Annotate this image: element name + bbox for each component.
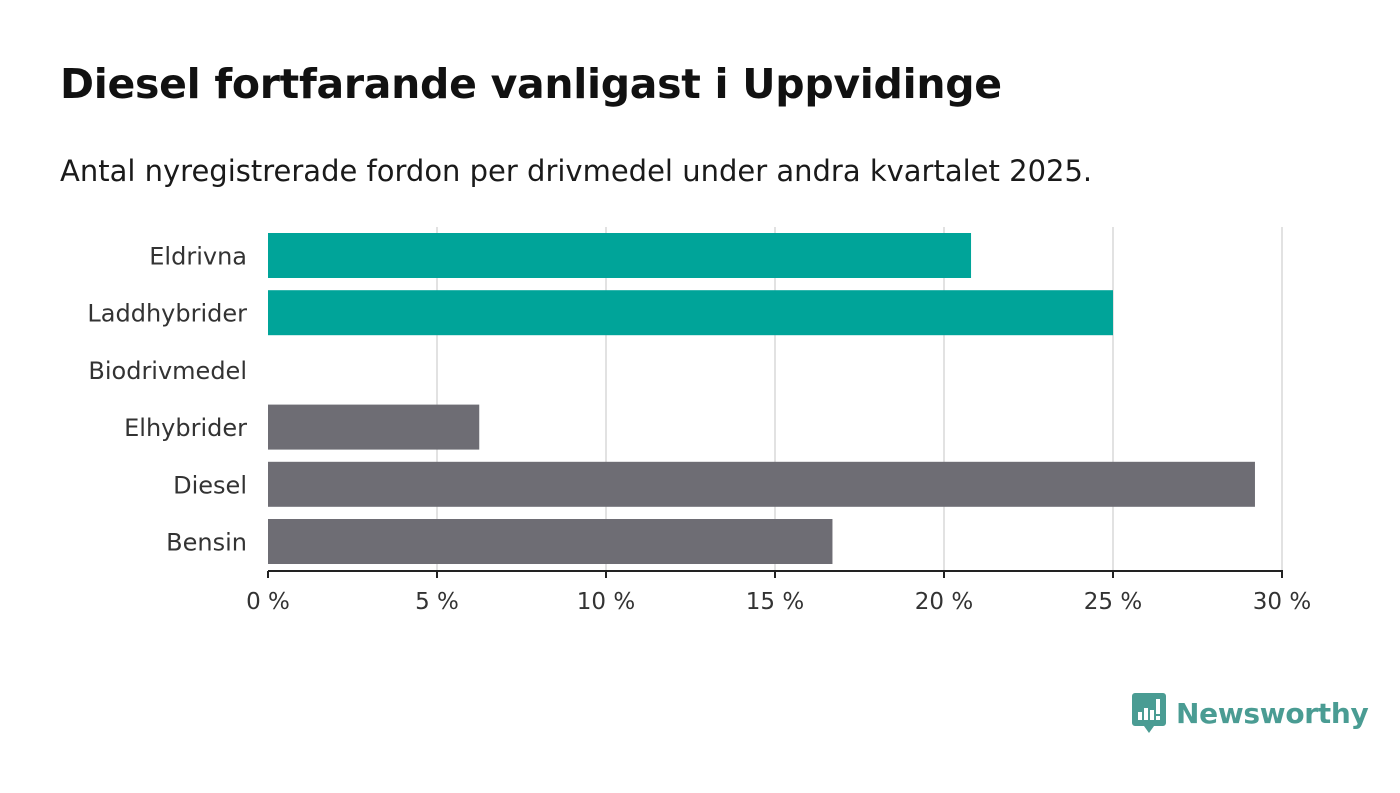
newsworthy-logo: Newsworthy — [1132, 692, 1369, 734]
x-tick-label-10: 10 % — [577, 589, 635, 615]
category-label-diesel: Diesel — [173, 471, 247, 499]
chart-subtitle: Antal nyregistrerade fordon per drivmede… — [60, 154, 1093, 188]
chart-title: Diesel fortfarande vanligast i Uppviding… — [60, 60, 1002, 108]
grid-lines — [436, 227, 1283, 571]
category-label-elhybrider: Elhybrider — [124, 414, 247, 442]
category-label-laddhybrider: Laddhybrider — [87, 300, 247, 328]
bar-elhybrider — [268, 404, 480, 450]
bar-eldrivna — [268, 233, 972, 278]
x-tick-label-15: 15 % — [746, 589, 804, 615]
bars — [268, 233, 1255, 564]
category-label-bensin: Bensin — [166, 529, 247, 557]
category-label-eldrivna: Eldrivna — [149, 243, 247, 271]
x-tick-label-0: 0 % — [246, 589, 290, 615]
newsworthy-logo-icon — [1132, 693, 1166, 733]
x-tick-label-5: 5 % — [415, 589, 459, 615]
bar-laddhybrider — [268, 290, 1113, 336]
x-tick-label-30: 30 % — [1253, 589, 1311, 615]
bar-bensin — [268, 519, 833, 564]
category-label-biodrivmedel: Biodrivmedel — [88, 357, 247, 385]
x-axis: 0 % 5 % 10 % 15 % 20 % 25 % 30 % — [246, 570, 1311, 615]
newsworthy-logo-text: Newsworthy — [1176, 696, 1369, 730]
bar-diesel — [268, 461, 1255, 507]
x-tick-label-25: 25 % — [1084, 589, 1142, 615]
category-labels: Eldrivna Laddhybrider Biodrivmedel Elhybrid… — [87, 243, 247, 557]
x-tick-label-20: 20 % — [915, 589, 973, 615]
